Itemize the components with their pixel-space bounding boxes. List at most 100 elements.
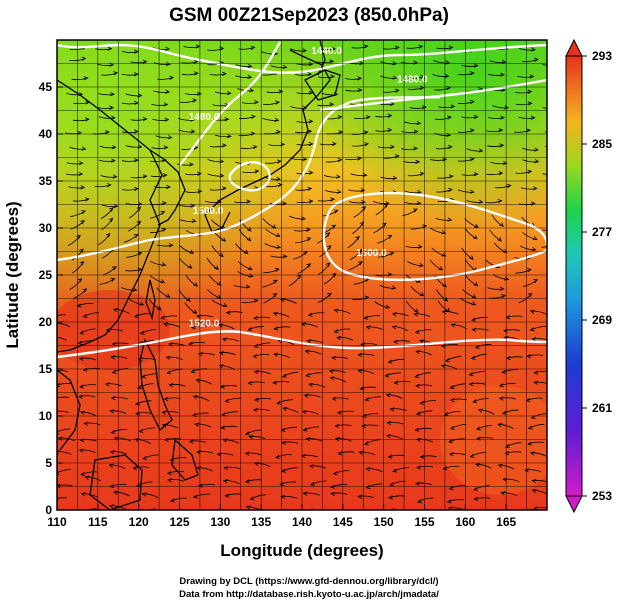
streamline-arrowhead	[109, 450, 115, 455]
streamline-arrowhead	[499, 286, 505, 291]
streamline-arrowhead	[363, 130, 369, 135]
streamline-arrowhead	[560, 44, 564, 47]
streamline-arrowhead	[449, 385, 455, 390]
streamline-arrowhead	[246, 199, 252, 204]
x-tick-label: 145	[333, 515, 353, 529]
streamline	[542, 173, 547, 175]
streamline-arrowhead	[389, 482, 395, 487]
streamline-arrowhead	[534, 147, 539, 152]
streamline-arrowhead	[415, 411, 421, 416]
streamline-arrowhead	[249, 88, 255, 93]
colorbar-tick-label: 261	[592, 401, 612, 415]
contour-1520	[57, 330, 547, 359]
streamline-arrowhead	[81, 210, 86, 215]
streamline-arrowhead	[498, 171, 504, 176]
streamline-arrowhead	[247, 327, 253, 332]
streamline-arrowhead	[308, 61, 314, 67]
streamline-arrowhead	[164, 437, 169, 442]
streamline-arrowhead	[107, 46, 113, 51]
streamline-arrowhead	[416, 465, 421, 470]
streamline-arrowhead	[301, 410, 307, 415]
streamline-arrowhead	[502, 248, 508, 254]
streamline-arrowhead	[134, 129, 139, 134]
streamline	[57, 396, 70, 399]
colorbar-tick-label: 293	[592, 49, 612, 63]
streamline-arrowhead	[357, 369, 363, 374]
streamline-arrowhead	[338, 130, 344, 135]
streamline-arrowhead	[327, 292, 332, 297]
streamline-arrowhead	[531, 337, 537, 342]
streamline-arrowhead	[216, 452, 222, 457]
streamline-arrowhead	[161, 262, 167, 267]
streamline-arrowhead	[442, 282, 447, 288]
streamline-arrowhead	[336, 174, 341, 179]
streamline-arrowhead	[214, 265, 219, 271]
streamline-arrowhead	[498, 128, 504, 133]
streamline-arrowhead	[219, 384, 225, 389]
streamline-arrowhead	[80, 410, 85, 415]
streamline-arrowhead	[218, 351, 224, 356]
streamline-arrowhead	[168, 383, 174, 388]
contour-label: 1480.0	[397, 74, 428, 85]
x-axis-ticks: 110 115 120 125 130 135 140 145 150 155 160 165	[47, 504, 516, 529]
streamline-arrowhead	[253, 397, 259, 402]
streamline-arrowhead	[392, 175, 398, 181]
streamline-arrowhead	[561, 217, 565, 221]
y-tick-label: 20	[39, 315, 53, 329]
streamline-arrowhead	[160, 315, 166, 320]
streamline-arrowhead	[254, 169, 260, 174]
streamline-arrowhead	[221, 337, 227, 342]
streamline-arrowhead	[51, 498, 55, 501]
streamline-arrowhead	[355, 235, 360, 241]
streamline-arrowhead	[222, 303, 228, 307]
streamline-arrowhead	[81, 510, 85, 513]
streamline-arrowhead	[308, 508, 313, 510]
streamline-arrowhead	[249, 496, 255, 501]
coastline-borneo	[89, 454, 143, 510]
streamline-arrowhead	[498, 396, 504, 401]
colorbar-tick-label: 253	[592, 489, 612, 503]
streamline-arrowhead	[195, 44, 201, 49]
streamline-arrowhead	[276, 176, 281, 181]
streamline-arrowhead	[196, 314, 201, 319]
streamline-arrowhead	[192, 98, 198, 103]
streamline-arrowhead	[192, 395, 198, 400]
streamline-arrowhead	[449, 397, 455, 403]
streamline-arrowhead	[389, 407, 395, 412]
streamline-arrowhead	[163, 102, 169, 107]
streamline	[57, 469, 71, 474]
warm-core-east	[440, 385, 547, 495]
streamline-arrowhead	[192, 309, 198, 315]
streamline-arrowhead	[308, 141, 314, 147]
x-tick-label: 140	[292, 515, 312, 529]
streamline-arrowhead	[560, 116, 564, 120]
streamline-arrowhead	[387, 272, 393, 277]
streamline-arrowhead	[472, 234, 478, 240]
streamline-arrowhead	[307, 186, 313, 191]
streamline-arrowhead	[357, 352, 363, 358]
streamline-arrowhead	[308, 170, 314, 175]
streamline-arrowhead	[136, 220, 142, 226]
streamline-arrowhead	[330, 484, 336, 489]
streamline-arrowhead	[394, 88, 400, 93]
streamline-arrowhead	[473, 172, 479, 177]
streamline-arrowhead	[244, 431, 250, 436]
streamline-arrowhead	[448, 485, 454, 491]
streamline-arrowhead	[187, 264, 193, 269]
streamline-arrowhead	[142, 455, 148, 460]
streamline-arrowhead	[110, 355, 116, 360]
streamline-arrowhead	[392, 468, 398, 473]
streamline-arrowhead	[529, 451, 535, 456]
streamline-arrowhead	[160, 211, 166, 215]
streamline-arrowhead	[273, 352, 279, 357]
streamline-arrowhead	[333, 329, 339, 334]
streamline-arrowhead	[245, 505, 251, 510]
streamline-arrowhead	[254, 100, 259, 105]
streamline-arrowhead	[160, 279, 166, 284]
streamline	[57, 497, 67, 499]
streamline-arrowhead	[363, 315, 369, 320]
streamline-arrowhead	[139, 330, 145, 335]
streamline-arrowhead	[57, 382, 61, 388]
streamline-arrowhead	[78, 171, 84, 177]
streamline-arrowhead	[163, 396, 169, 402]
